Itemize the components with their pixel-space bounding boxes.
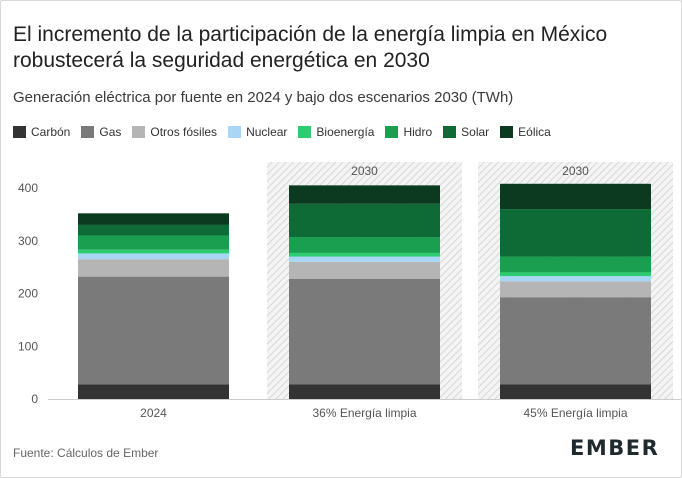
bar-segment-bioenerg-a [289, 252, 440, 257]
legend-swatch [443, 126, 457, 138]
legend-swatch [385, 126, 399, 138]
legend-swatch [500, 126, 514, 138]
y-tick-label: 200 [18, 287, 38, 301]
legend-item: Eólica [500, 125, 551, 139]
bar-segment-carb-n [500, 384, 651, 399]
bar-segment-hidro [289, 237, 440, 253]
y-tick-label: 300 [18, 234, 38, 248]
bar-segment-e-lica [500, 183, 651, 210]
legend-label: Gas [99, 125, 122, 139]
bar-segment-nuclear [78, 253, 229, 260]
chart-title: El incremento de la participación de la … [13, 23, 608, 72]
legend-label: Eólica [518, 125, 551, 139]
stacked-bar-chart: 0 100 200 300 400 2024 2030 36% Energía limpia 2… [18, 162, 681, 420]
legend-item: Solar [443, 125, 489, 139]
bar-segment-e-lica [289, 185, 440, 204]
bar-segment-nuclear [500, 276, 651, 282]
legend-item: Otros fósiles [132, 125, 217, 139]
legend-swatch [13, 126, 26, 138]
bar-segment-carb-n [289, 384, 440, 399]
bar-segment-bioenerg-a [78, 249, 229, 254]
bar-segment-solar [289, 203, 440, 238]
bar-segment-gas [500, 297, 651, 385]
bar-segment-solar [78, 224, 229, 236]
bar-segment-bioenerg-a [500, 272, 651, 277]
legend-label: Nuclear [246, 125, 288, 139]
legend-item: Carbón [13, 125, 70, 139]
ember-logo: EMBER [570, 436, 660, 460]
legend-item: Hidro [385, 125, 432, 139]
bar-segment-otros-f-siles [500, 281, 651, 298]
x-category-label: 45% Energía limpia [523, 406, 627, 420]
bar-segment-otros-f-siles [289, 261, 440, 279]
bar-segment-hidro [78, 235, 229, 250]
x-category-label: 36% Energía limpia [312, 406, 416, 420]
legend-label: Otros fósiles [150, 125, 218, 139]
scenario-label: 2030 [351, 164, 378, 178]
legend-swatch [298, 126, 312, 138]
legend-swatch [132, 126, 146, 138]
source-note: Fuente: Cálculos de Ember [13, 446, 159, 460]
legend-label: Bioenergía [316, 125, 375, 139]
bar-segment-gas [289, 278, 440, 385]
legend: Carbón Gas Otros fósiles Nuclear Bioenergía H… [13, 125, 562, 139]
x-category-label: 2024 [140, 406, 167, 420]
legend-label: Hidro [403, 125, 433, 139]
chart-subtitle: Generación eléctrica por fuente en 2024 … [13, 89, 514, 106]
legend-item: Bioenergía [298, 125, 374, 139]
legend-swatch [228, 126, 242, 138]
legend-label: Solar [461, 125, 490, 139]
legend-item: Nuclear [228, 125, 287, 139]
scenario-label: 2030 [562, 164, 589, 178]
y-tick-label: 100 [18, 339, 38, 353]
bar-segment-carb-n [78, 384, 229, 399]
bar-segment-solar [500, 209, 651, 257]
bar-segment-otros-f-siles [78, 259, 229, 277]
bar-segment-hidro [500, 256, 651, 273]
y-tick-label: 0 [31, 392, 38, 406]
legend-label: Carbón [31, 125, 71, 139]
y-tick-label: 400 [18, 181, 38, 195]
bar-segment-gas [78, 276, 229, 385]
legend-item: Gas [81, 125, 121, 139]
bar-segment-nuclear [289, 256, 440, 262]
bar-segment-e-lica [78, 213, 229, 225]
legend-swatch [81, 126, 95, 138]
